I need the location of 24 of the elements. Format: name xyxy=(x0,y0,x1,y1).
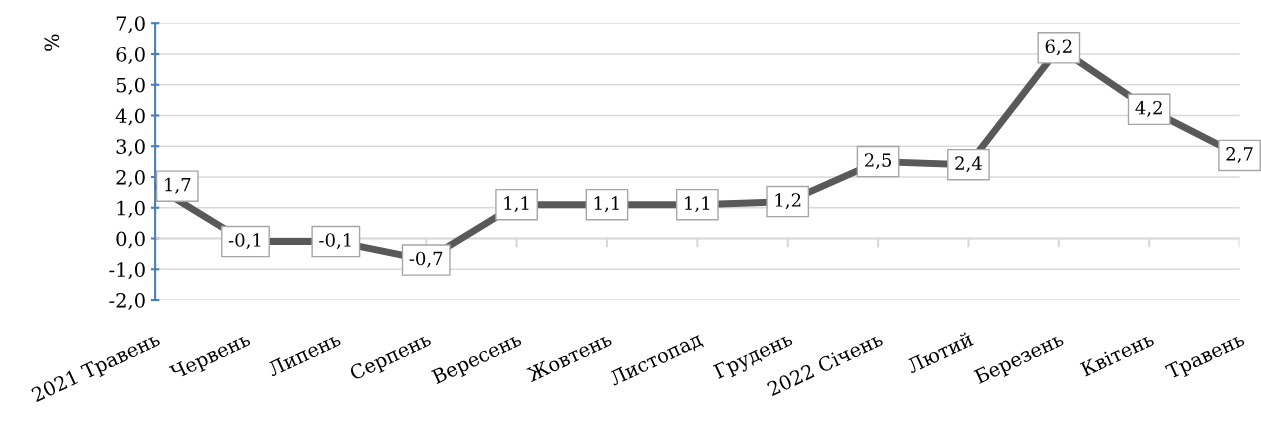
text: 2,4 xyxy=(955,156,982,173)
text: 1,7 xyxy=(165,177,191,194)
y-axis-title: % xyxy=(44,34,60,51)
text: 1,1 xyxy=(685,196,710,213)
y-tick-label: 4,0 xyxy=(115,108,145,126)
y-tick-label: -1,0 xyxy=(109,262,145,280)
text: 1,1 xyxy=(504,196,529,213)
text: 1,2 xyxy=(775,193,801,210)
y-tick-label: 7,0 xyxy=(116,16,145,34)
text: -0,1 xyxy=(228,233,261,250)
y-tick-label: 6,0 xyxy=(116,46,145,65)
y-tick-label: 1,0 xyxy=(117,200,145,218)
y-tick-label: 5,0 xyxy=(116,77,145,95)
text: 2,7 xyxy=(1226,147,1253,163)
text: 6,2 xyxy=(1045,39,1072,56)
text: 4,2 xyxy=(1135,100,1162,117)
y-tick-label: 3,0 xyxy=(116,139,145,157)
text: -0,1 xyxy=(319,233,351,250)
y-tick-label: -2,0 xyxy=(109,292,145,311)
y-tick-label: 2,0 xyxy=(116,169,145,188)
text: 2,5 xyxy=(864,153,892,170)
y-tick-label: 0,0 xyxy=(116,231,145,249)
text: -0,7 xyxy=(409,251,443,268)
text: 1,1 xyxy=(594,196,619,213)
